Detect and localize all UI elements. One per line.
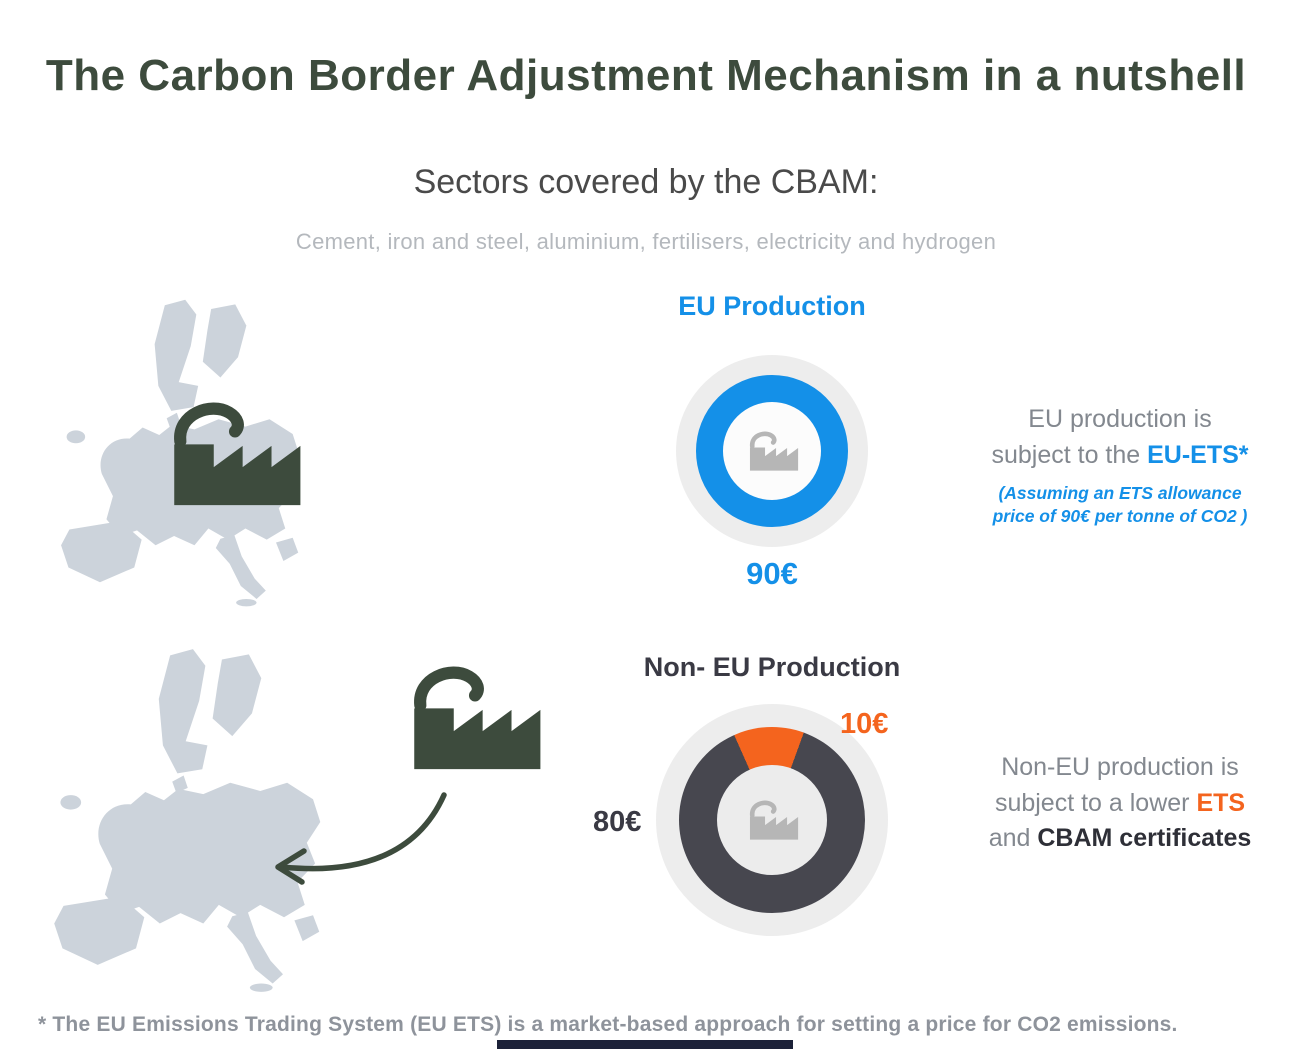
non-eu-note: Non-EU production is subject to a lower … <box>948 750 1292 857</box>
bottom-banner-strip <box>497 1040 793 1049</box>
sectors-list: Cement, iron and steel, aluminium, ferti… <box>295 229 997 254</box>
non-eu-note-line3: and CBAM certificates <box>948 821 1292 857</box>
eu-map-bottom <box>54 649 321 992</box>
non-eu-note-line2: subject to a lower ETS <box>948 786 1292 822</box>
footnote: * The EU Emissions Trading System (EU ET… <box>38 1013 1178 1036</box>
non-eu-donut-chart <box>656 704 888 936</box>
eu-price-label: 90€ <box>746 556 798 591</box>
eu-ets-highlight: EU-ETS* <box>1147 440 1249 469</box>
page-title: The Carbon Border Adjustment Mechanism i… <box>45 51 1247 101</box>
factory-icon-non-eu <box>414 666 541 770</box>
import-arrow-icon <box>275 792 447 885</box>
cbam-price-label: 10€ <box>840 708 889 740</box>
factory-icon-eu <box>174 402 301 506</box>
eu-donut-chart <box>676 355 868 547</box>
ets-price-label: 80€ <box>593 806 642 838</box>
eu-assumption-line1: (Assuming an ETS allowance <box>998 483 1242 503</box>
eu-note: EU production is subject to the EU-ETS* … <box>955 402 1285 528</box>
cbam-certificates-highlight: CBAM certificates <box>1037 824 1252 852</box>
non-eu-note-line2-prefix: subject to a lower <box>994 788 1197 817</box>
eu-note-line2: subject to the EU-ETS* <box>955 438 1285 474</box>
eu-note-line2-prefix: subject to the <box>991 440 1148 469</box>
non-eu-note-line3-prefix: and <box>988 824 1038 852</box>
factory-icon-non-eu-donut <box>749 799 799 840</box>
eu-note-line1: EU production is <box>1028 405 1212 433</box>
ets-highlight: ETS <box>1196 788 1246 817</box>
eu-production-heading: EU Production <box>678 291 866 321</box>
subtitle: Sectors covered by the CBAM: <box>413 163 879 201</box>
eu-donut-ring <box>696 375 848 527</box>
non-eu-note-line1: Non-EU production is <box>1001 753 1239 781</box>
non-eu-donut-hole <box>717 765 827 875</box>
non-eu-donut-ring <box>679 727 865 913</box>
non-eu-production-heading: Non- EU Production <box>643 652 901 682</box>
factory-icon-eu-donut <box>749 430 799 471</box>
eu-assumption-line2: price of 90€ per tonne of CO2 ) <box>992 505 1248 526</box>
